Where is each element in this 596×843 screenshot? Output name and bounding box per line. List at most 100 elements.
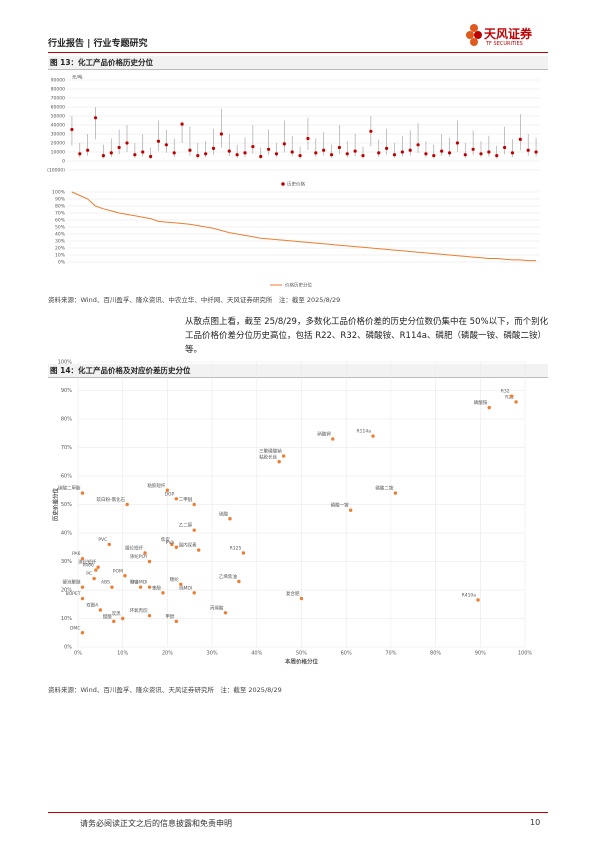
point-label: 涤纶短纤 xyxy=(78,559,96,566)
price-dot xyxy=(510,151,515,155)
price-dot xyxy=(424,152,428,156)
point-label: 硫酸 xyxy=(219,510,228,517)
y-tick-label: 0 xyxy=(62,159,65,165)
price-dot xyxy=(534,150,538,154)
y-tick-label: 70% xyxy=(55,211,66,217)
point xyxy=(476,598,480,602)
point xyxy=(331,437,335,441)
x-tick-label: 30% xyxy=(207,651,218,657)
y-tick-label: 60% xyxy=(61,474,72,480)
x-tick-label: 10% xyxy=(117,651,128,657)
y-tick-label: 100% xyxy=(52,190,66,196)
legend-label: 历史价格 xyxy=(287,181,305,188)
y-tick-label: 30000 xyxy=(51,132,65,138)
price-dot xyxy=(172,151,176,155)
legend-label: 价格历史分位 xyxy=(285,282,312,289)
point xyxy=(165,488,170,492)
point-label: POM xyxy=(113,568,123,574)
point xyxy=(123,574,127,578)
y-tick-label: 30% xyxy=(55,239,66,245)
point xyxy=(241,551,246,555)
price-dot xyxy=(503,145,507,150)
price-dot xyxy=(385,146,389,150)
x-tick-label: 0% xyxy=(74,651,82,657)
point xyxy=(147,559,152,564)
point-label: PVC xyxy=(98,537,107,543)
point xyxy=(125,502,129,507)
x-axis-title: 本周价格分位 xyxy=(285,658,319,666)
price-dot xyxy=(219,132,223,136)
header-rule xyxy=(48,52,548,53)
x-tick-label: 70% xyxy=(385,651,396,657)
point xyxy=(147,585,152,589)
legend-marker xyxy=(281,182,285,186)
point-label: 环氧丙烷 xyxy=(130,607,148,614)
point xyxy=(514,400,518,404)
price-dot xyxy=(227,149,231,153)
line xyxy=(71,191,537,262)
point-label: PVA xyxy=(166,540,176,546)
point-label: 腈纶短纤 xyxy=(125,544,143,551)
y-tick-label: 0% xyxy=(58,260,66,266)
point xyxy=(223,611,228,615)
price-dot xyxy=(471,147,475,151)
point xyxy=(348,508,353,512)
y-unit: 元/吨 xyxy=(72,74,83,81)
point-label: 复合肥 xyxy=(286,590,300,597)
logo-cn: 天风证券 xyxy=(484,27,533,41)
price-dot xyxy=(211,146,216,150)
price-dot xyxy=(400,150,404,154)
point-label: PA6 xyxy=(72,551,81,557)
point xyxy=(92,576,96,581)
y-tick-label: 40% xyxy=(55,232,66,238)
point-label: 纯MDI xyxy=(179,584,192,591)
point-label: 焦炭 xyxy=(161,536,170,543)
logo-en: TF SECURITIES xyxy=(486,41,523,47)
price-dot xyxy=(463,153,467,157)
point-label: R410a xyxy=(462,592,477,598)
y-tick-label: 50% xyxy=(61,502,72,508)
price-dot xyxy=(164,143,168,147)
y-tick-label: 20% xyxy=(55,246,66,252)
source: 资料来源：Wind、百川盈孚、隆众资讯、天风证券研究所 注：截至 2025/8/… xyxy=(48,686,282,694)
price-dot xyxy=(377,151,381,155)
point-label: 粘胶短纤 xyxy=(147,482,165,489)
y-tick-label: 70% xyxy=(61,445,72,451)
footer-rule xyxy=(48,812,548,813)
point xyxy=(192,528,196,532)
point xyxy=(192,591,196,595)
y-tick-label: 30% xyxy=(61,559,72,565)
price-dot xyxy=(156,139,161,143)
point xyxy=(192,502,196,507)
price-dot xyxy=(447,151,452,155)
price-dot xyxy=(188,148,192,152)
logo-icon xyxy=(466,24,482,46)
point xyxy=(196,548,201,552)
y-tick-label: 10% xyxy=(61,616,72,622)
point-label: 甲醇 xyxy=(165,613,174,620)
point-label: 聚合MDI xyxy=(130,579,148,586)
y-tick-label: 80% xyxy=(61,417,72,423)
price-dot xyxy=(125,141,129,145)
point xyxy=(237,579,241,584)
price-dot xyxy=(455,141,459,145)
price-dot xyxy=(440,149,444,153)
point xyxy=(96,565,100,569)
point xyxy=(143,551,147,555)
price-dot xyxy=(329,153,334,157)
point xyxy=(98,608,103,612)
point-label: R114a xyxy=(357,429,372,435)
figure-title: 图 14：化工产品价格及对应价差历史分位 xyxy=(48,364,548,378)
point-label: R125 xyxy=(230,545,242,551)
price-dot xyxy=(306,136,310,141)
point xyxy=(393,491,398,495)
price-dot xyxy=(432,154,436,158)
y-tick-label: 20000 xyxy=(51,141,65,147)
header-left: 行业报告 | 行业专题研究 xyxy=(48,39,148,49)
price-dot xyxy=(141,150,145,154)
point-label: 丙烯酸 xyxy=(210,604,224,611)
y-tick-label: 60% xyxy=(55,218,66,224)
point-label: PC xyxy=(86,571,92,577)
y-tick-label: 40000 xyxy=(51,123,65,129)
